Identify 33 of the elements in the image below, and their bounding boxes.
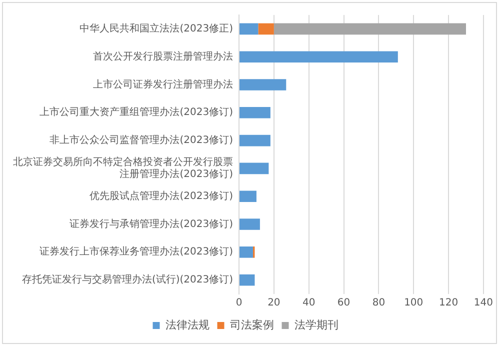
y-tick-label: 中华人民共和国立法法(2023修正) xyxy=(80,22,234,35)
legend-label: 法律法规 xyxy=(165,318,210,332)
bar xyxy=(240,274,255,286)
y-tick-label: 优先股试点管理办法(2023修订) xyxy=(90,190,234,202)
x-tick-label: 20 xyxy=(268,298,280,309)
bar xyxy=(274,23,466,35)
x-tick-label: 80 xyxy=(372,298,386,309)
x-tick-label: 140 xyxy=(474,298,494,309)
bar xyxy=(240,134,270,146)
x-tick-label: 60 xyxy=(337,298,350,309)
y-tick-label: 首次公开发行股票注册管理办法 xyxy=(93,50,233,62)
y-tick-label: 北京证券交易所向不特定合格投资者公开发行股票注册管理办法(2023修订) xyxy=(13,156,234,180)
bar xyxy=(240,107,270,118)
y-tick-label: 上市公司证券发行注册管理办法 xyxy=(93,78,233,90)
y-tick-label: 存托凭证发行与交易管理办法(试行)(2023修订) xyxy=(22,274,234,286)
y-tick-label: 证券发行上市保荐业务管理办法(2023修订) xyxy=(40,246,234,258)
bar xyxy=(240,190,256,202)
legend-label: 法学期刊 xyxy=(294,318,338,332)
y-tick-label: 非上市公众公司监督管理办法(2023修订) xyxy=(50,134,234,146)
x-tick-label: 120 xyxy=(438,298,458,309)
bar xyxy=(240,218,260,230)
bar xyxy=(258,23,274,35)
legend-label: 司法案例 xyxy=(230,318,274,332)
bar xyxy=(240,79,286,90)
x-tick-label: 0 xyxy=(236,298,242,309)
bar xyxy=(240,246,253,258)
x-tick-label: 40 xyxy=(302,298,316,309)
bar xyxy=(240,23,258,35)
bar xyxy=(240,51,398,62)
bar xyxy=(240,162,269,174)
x-tick-label: 100 xyxy=(404,298,424,309)
y-tick-label: 上市公司重大资产重组管理办法(2023修订) xyxy=(40,106,234,118)
y-tick-label: 证券发行与承销管理办法(2023修订) xyxy=(70,218,234,230)
